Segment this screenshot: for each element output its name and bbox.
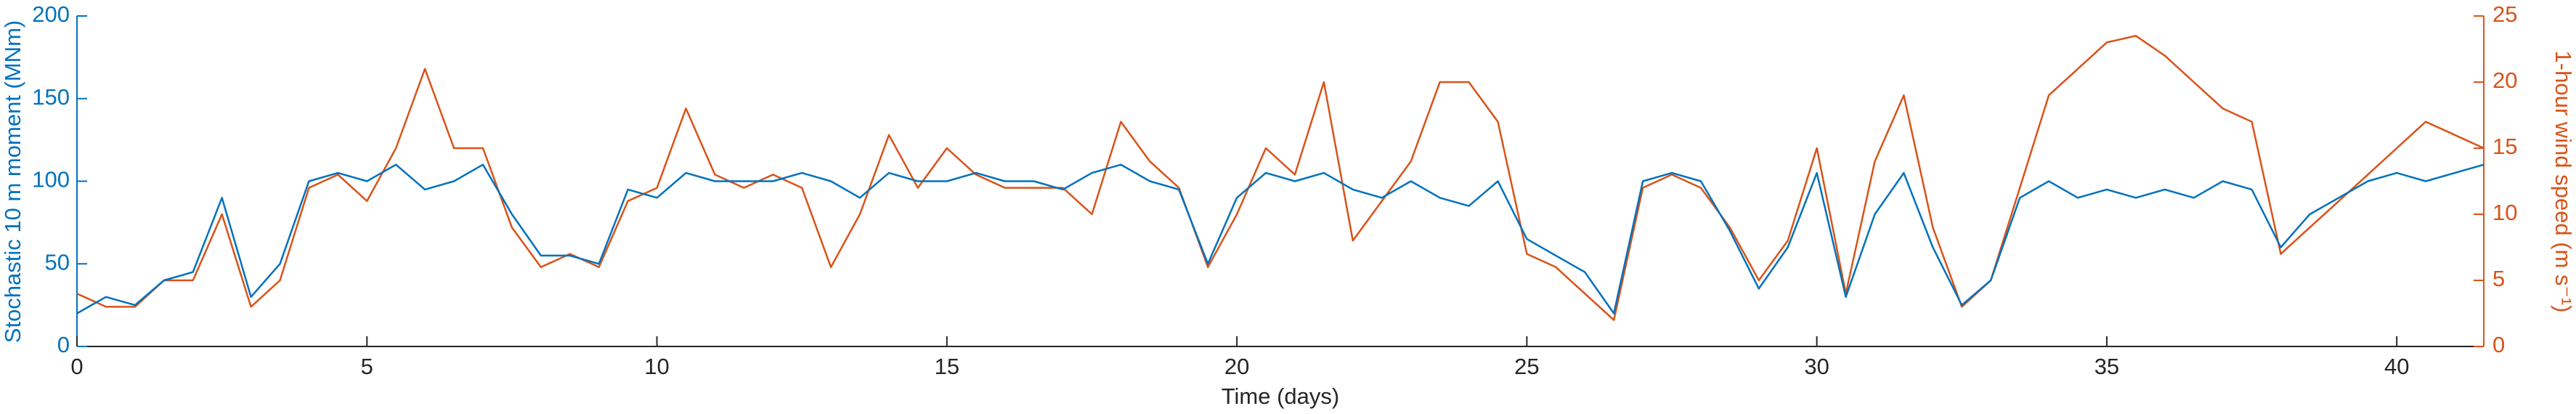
x-tick-label: 35	[2094, 354, 2119, 379]
x-tick-label: 40	[2384, 354, 2409, 379]
x-tick-label: 30	[1804, 354, 1829, 379]
y-tick-label: 200	[32, 1, 70, 27]
x-tick-label: 15	[935, 354, 959, 379]
x-tick-label: 25	[1514, 354, 1539, 379]
y-tick-label: 50	[45, 249, 70, 275]
x-tick-label: 0	[70, 354, 83, 379]
y2-tick-label: 5	[2492, 266, 2505, 291]
y2-tick-label: 20	[2492, 68, 2517, 93]
y-tick-label: 100	[32, 167, 70, 192]
y2-axis-label: 1-hour wind speed (m s⁻¹)	[2551, 51, 2576, 313]
y-tick-label: 0	[57, 332, 70, 357]
x-tick-label: 20	[1224, 354, 1249, 379]
y2-tick-label: 10	[2492, 200, 2517, 225]
series-line	[76, 163, 2484, 314]
y2-tick-label: 15	[2492, 134, 2517, 159]
y2-tick-label: 25	[2492, 1, 2517, 27]
x-axis-label: Time (days)	[1222, 383, 1339, 409]
series-line	[76, 35, 2484, 321]
y2-tick-label: 0	[2492, 332, 2505, 357]
y-axis-label: Stochastic 10 m moment (MNm)	[0, 20, 25, 343]
y-tick-label: 150	[32, 84, 70, 110]
x-tick-label: 5	[361, 354, 373, 379]
x-tick-label: 10	[644, 354, 669, 379]
